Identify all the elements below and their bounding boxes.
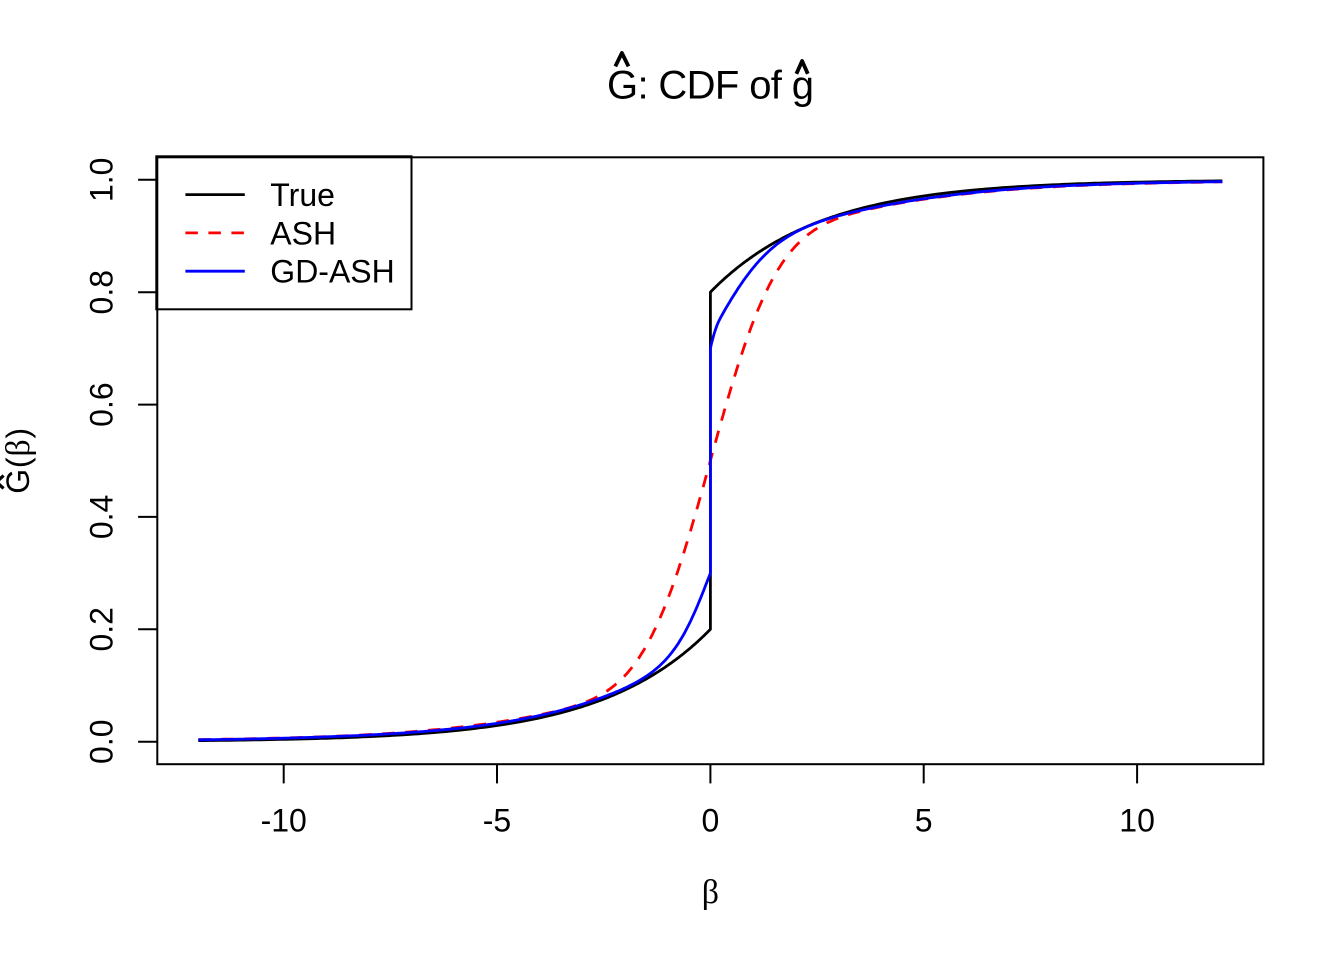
svg-text:G(β): G(β) [0,428,37,494]
svg-text:0.0: 0.0 [84,719,120,763]
svg-text:0.2: 0.2 [84,607,120,651]
svg-text:0.8: 0.8 [84,270,120,314]
svg-text:10: 10 [1119,803,1155,839]
svg-text:-5: -5 [483,803,511,839]
svg-text:5: 5 [915,803,933,839]
svg-text:G: CDF of g: G: CDF of g [607,64,814,108]
svg-text:ASH: ASH [270,215,336,251]
svg-text:1.0: 1.0 [84,158,120,202]
svg-text:β: β [702,874,719,911]
svg-text:0.4: 0.4 [84,495,120,539]
svg-text:GD-ASH: GD-ASH [270,254,394,290]
svg-text:0.6: 0.6 [84,382,120,426]
svg-text:True: True [270,177,335,213]
svg-text:0: 0 [702,803,720,839]
svg-text:-10: -10 [261,803,307,839]
